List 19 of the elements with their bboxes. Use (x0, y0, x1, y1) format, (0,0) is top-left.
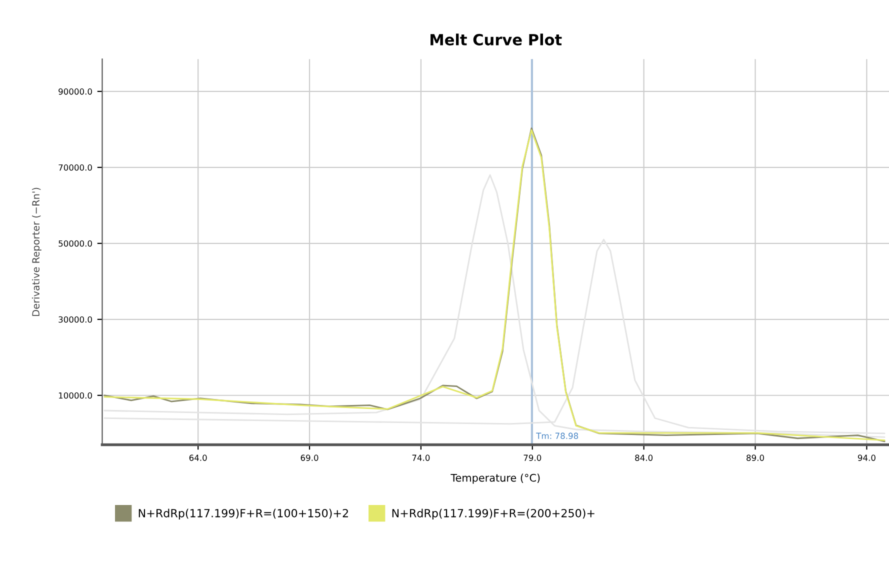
x-tick-label: 79.0 (524, 454, 542, 461)
y-tick-label: 90000.0 (58, 88, 92, 95)
y-tick-label: 30000.0 (58, 316, 92, 323)
line-series (104, 174, 886, 438)
y-tick-label: 10000.0 (58, 392, 92, 399)
y-tick-label: 70000.0 (58, 164, 92, 171)
y-tick-label: 50000.0 (58, 240, 92, 247)
legend-label: N+RdRp(117.199)F+R=(200+250)+ (392, 508, 594, 520)
x-tick-label: 94.0 (858, 454, 876, 461)
chart-title: Melt Curve Plot (430, 34, 562, 46)
ref-line-label: Tm: 78.98 (536, 432, 578, 439)
x-tick-label: 89.0 (746, 454, 764, 461)
x-axis-title: Temperature (°C) (450, 474, 540, 484)
x-tick-label: 64.0 (189, 454, 207, 461)
legend-label: N+RdRp(117.199)F+R=(100+150)+2 (138, 508, 348, 520)
y-axis-title: Derivative Reporter (−Rn') (32, 188, 42, 316)
x-tick-label: 84.0 (635, 454, 653, 461)
x-tick-label: 74.0 (412, 454, 430, 461)
x-tick-label: 69.0 (300, 454, 318, 461)
